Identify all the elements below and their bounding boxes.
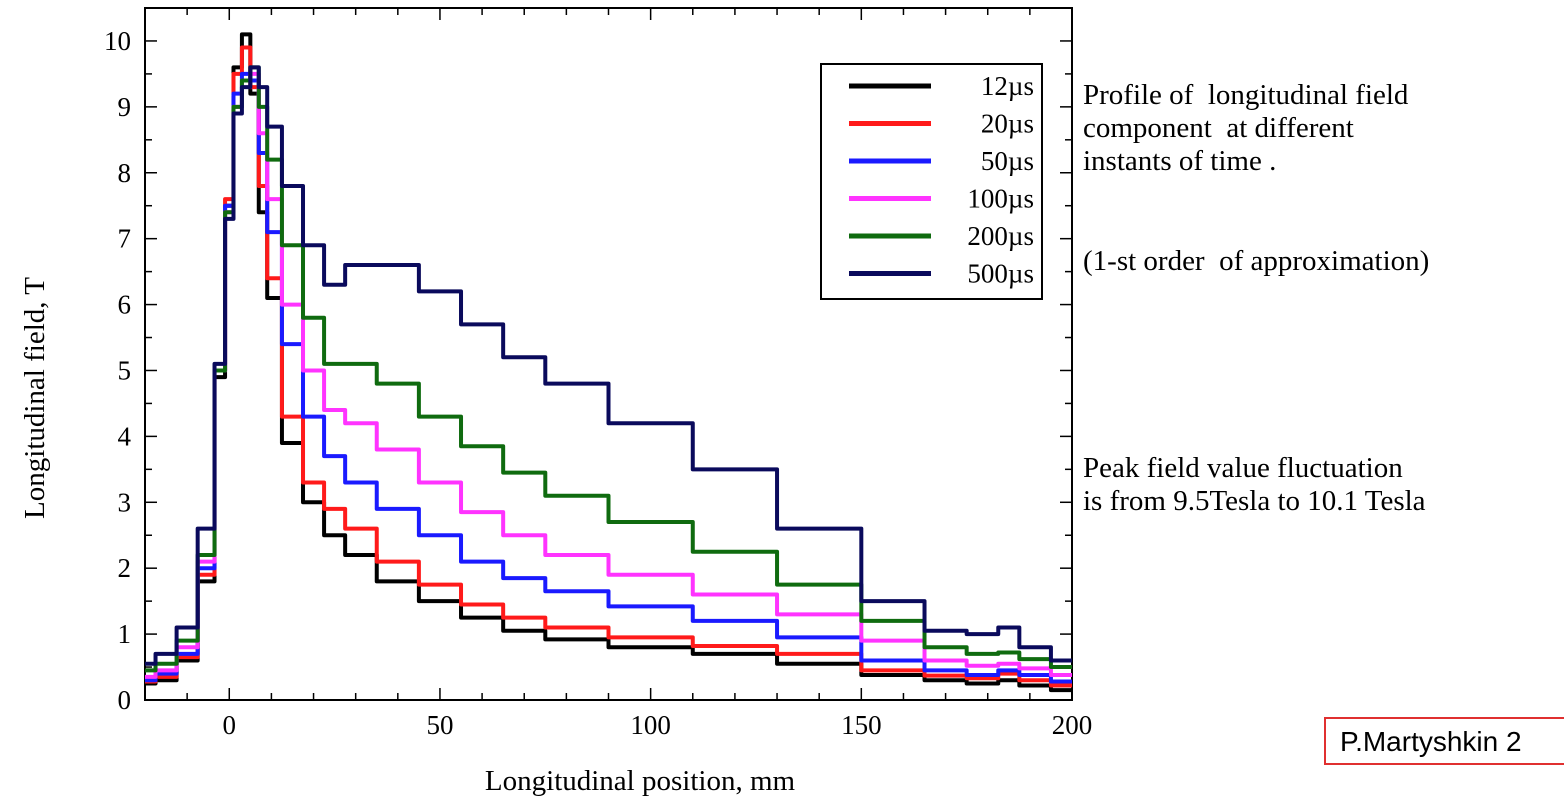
y-tick-label: 5 (118, 355, 132, 385)
x-tick-label: 100 (630, 710, 671, 740)
legend-label: 200µs (967, 221, 1034, 251)
legend-label: 12µs (981, 71, 1034, 101)
y-tick-label: 9 (118, 92, 132, 122)
credit-box: P.Martyshkin 2 (1324, 717, 1564, 765)
y-tick-label: 4 (118, 421, 132, 451)
x-tick-label: 200 (1052, 710, 1093, 740)
y-tick-label: 0 (118, 685, 132, 715)
legend-label: 20µs (981, 109, 1034, 139)
y-tick-label: 3 (118, 487, 132, 517)
x-axis-title: Longitudinal position, mm (485, 765, 796, 797)
y-tick-label: 6 (118, 290, 132, 320)
legend-box (820, 63, 1043, 300)
x-tick-label: 150 (841, 710, 882, 740)
profile-note: Profile of longitudinal field component … (1083, 79, 1409, 177)
series-line (145, 65, 1072, 666)
y-tick-label: 7 (118, 224, 132, 254)
peak-field-note: Peak field value fluctuation is from 9.5… (1083, 452, 1426, 517)
y-tick-label: 8 (118, 158, 132, 188)
approximation-note: (1-st order of approximation) (1083, 245, 1430, 277)
y-tick-label: 1 (118, 619, 132, 649)
y-tick-label: 10 (104, 26, 131, 56)
axes-layer: 0 50 100 150 200 0 1 2 3 4 5 6 7 8 9 10 (104, 7, 1093, 740)
legend-label: 50µs (981, 146, 1034, 176)
credit-text: P.Martyshkin 2 (1340, 726, 1522, 757)
legend-label: 500µs (967, 259, 1034, 289)
legend: 12µs 20µs 50µs 100µs 200µs 500µs (820, 63, 1043, 300)
x-tick-label: 50 (426, 710, 453, 740)
legend-label: 100µs (967, 184, 1034, 214)
x-tick-label: 0 (223, 710, 237, 740)
y-axis-title: Longitudinal field, T (19, 277, 51, 519)
series-layer (145, 32, 1072, 693)
y-tick-label: 2 (118, 553, 132, 583)
